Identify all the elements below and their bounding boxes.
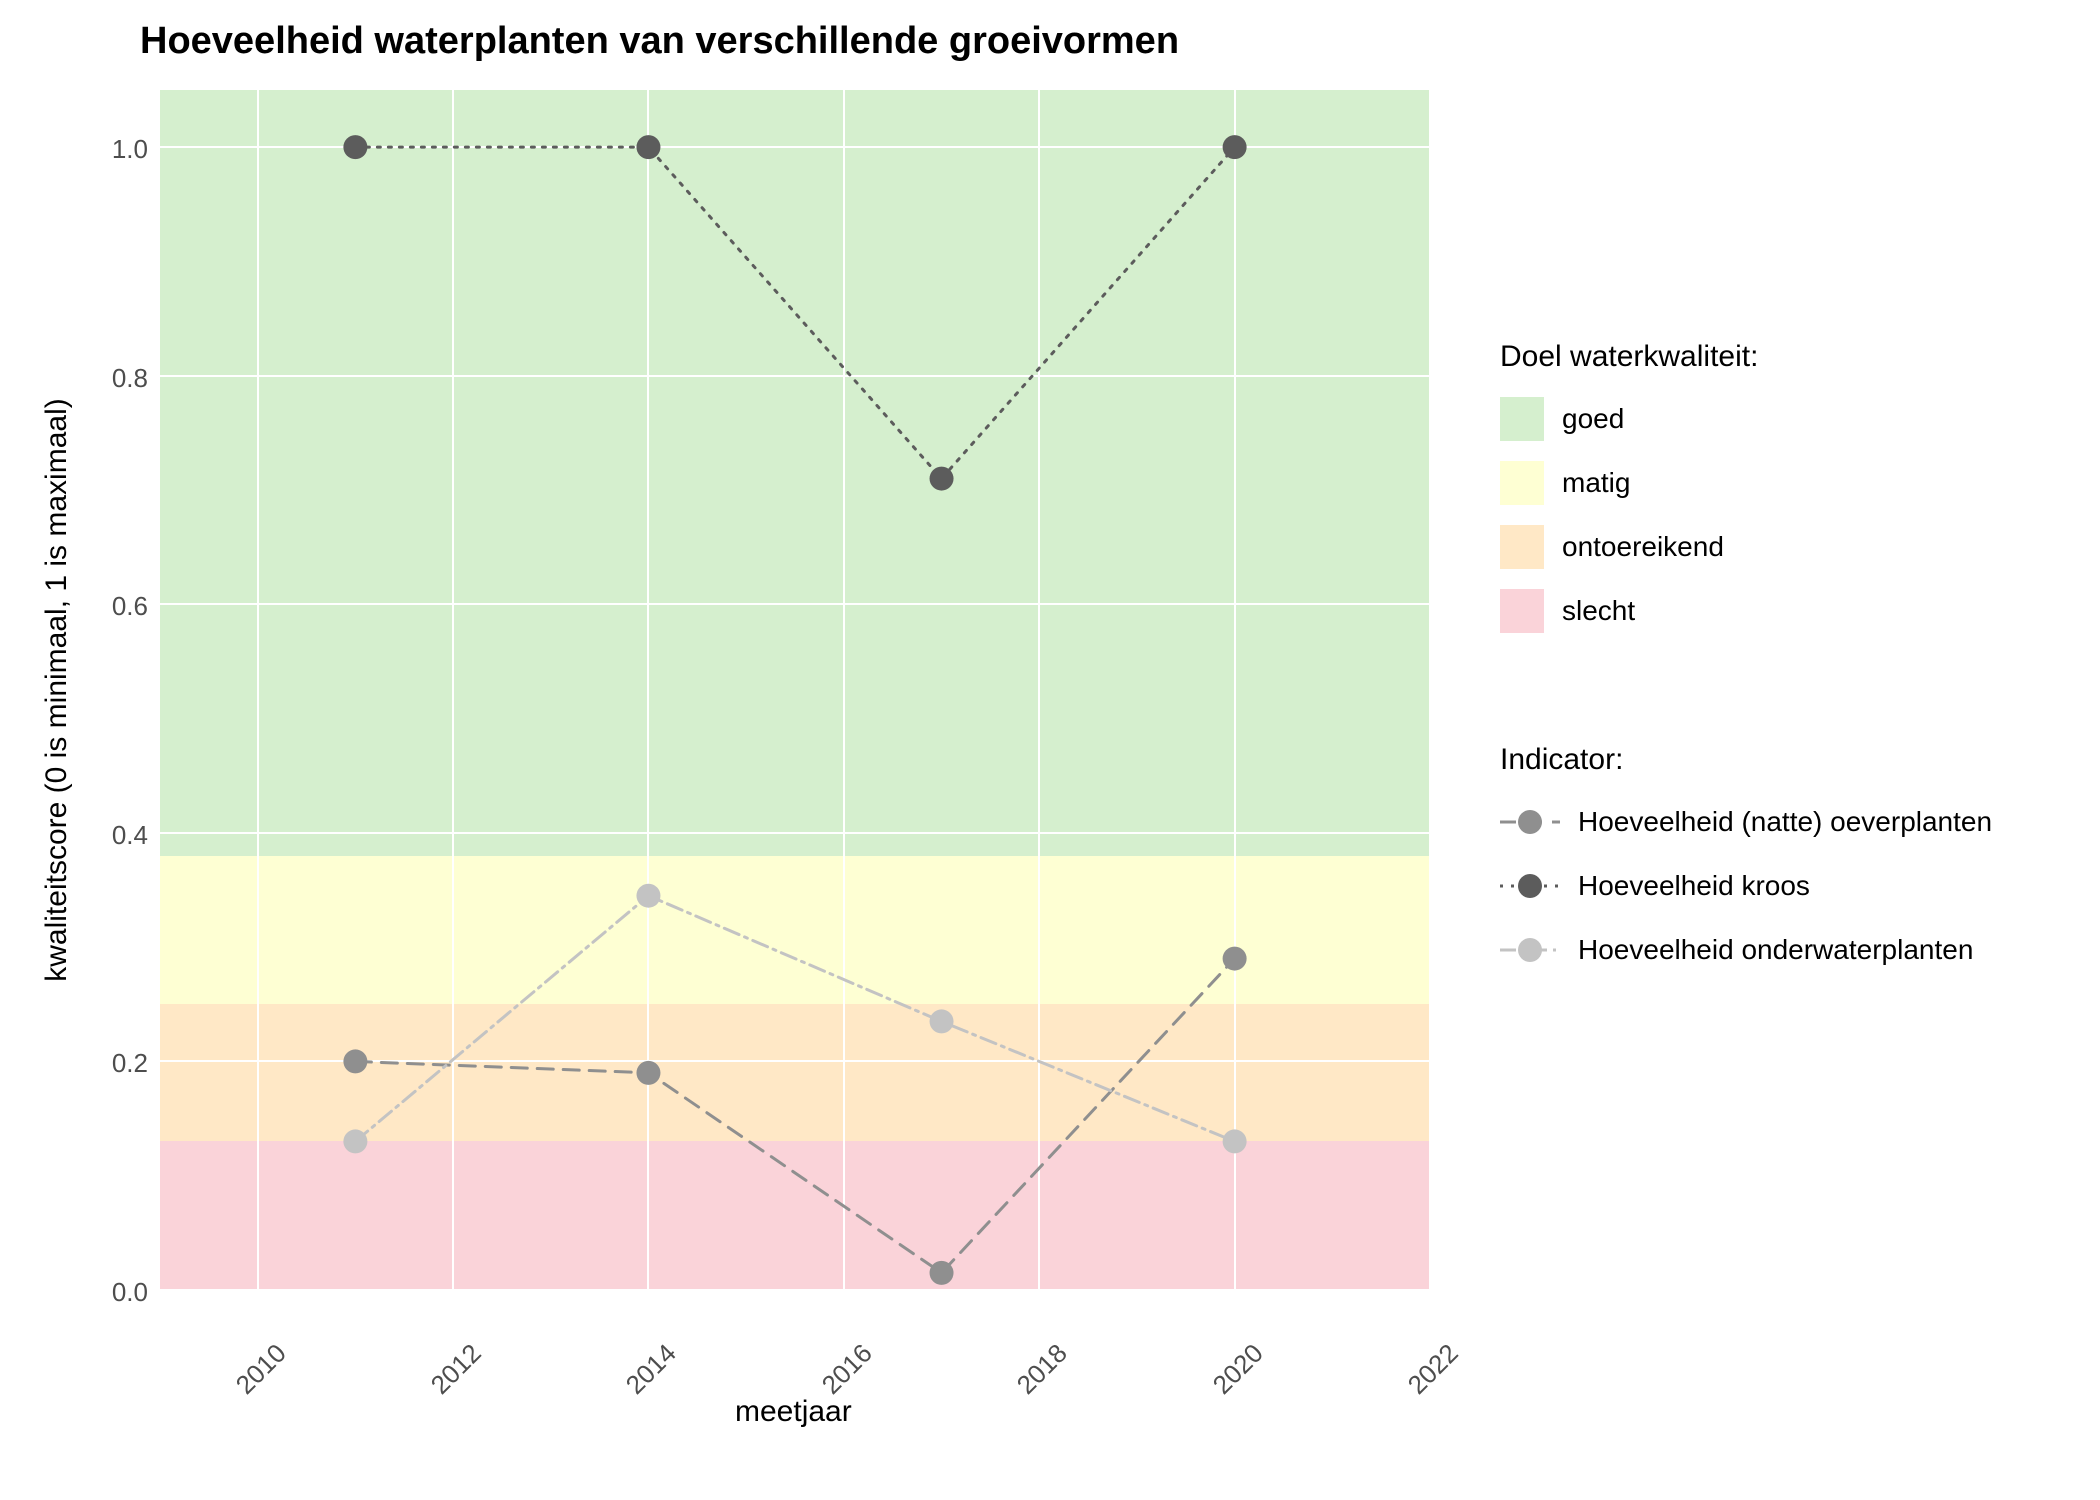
legend-band-label: goed bbox=[1562, 403, 1624, 435]
legend-band-title: Doel waterkwaliteit: bbox=[1500, 340, 1992, 374]
legend-indicator-label: Hoeveelheid onderwaterplanten bbox=[1578, 934, 1973, 966]
y-tick-label: 0.4 bbox=[112, 820, 148, 851]
legend-gap bbox=[1500, 648, 1992, 743]
data-point bbox=[636, 1061, 660, 1085]
x-tick-label: 2022 bbox=[1402, 1338, 1465, 1401]
legend-band-label: slecht bbox=[1562, 595, 1635, 627]
legend-swatch bbox=[1500, 525, 1544, 569]
y-tick-label: 1.0 bbox=[112, 134, 148, 165]
legend-band-item: ontoereikend bbox=[1500, 520, 1992, 574]
legend-band-item: slecht bbox=[1500, 584, 1992, 638]
data-point bbox=[343, 135, 367, 159]
legend-bands: goed matig ontoereikend slecht bbox=[1500, 392, 1992, 638]
legend-band-label: matig bbox=[1562, 467, 1630, 499]
x-axis-title: meetjaar bbox=[735, 1395, 852, 1429]
legend-indicator-label: Hoeveelheid (natte) oeverplanten bbox=[1578, 806, 1992, 838]
legend-indicator-item: Hoeveelheid (natte) oeverplanten bbox=[1500, 795, 1992, 849]
legend-indicator-swatch bbox=[1500, 928, 1560, 972]
legend-indicator-item: Hoeveelheid kroos bbox=[1500, 859, 1992, 913]
legend-indicators: Hoeveelheid (natte) oeverplanten Hoeveelh… bbox=[1500, 795, 1992, 977]
y-tick-label: 0.8 bbox=[112, 363, 148, 394]
legend-indicator-swatch bbox=[1500, 864, 1560, 908]
y-axis-title: kwaliteitscore (0 is minimaal, 1 is maxi… bbox=[40, 398, 74, 981]
data-point bbox=[1223, 135, 1247, 159]
legend-swatch bbox=[1500, 397, 1544, 441]
data-point bbox=[930, 1261, 954, 1285]
plot-area bbox=[160, 90, 1430, 1290]
data-point bbox=[930, 467, 954, 491]
y-tick-label: 0.2 bbox=[112, 1048, 148, 1079]
data-point bbox=[636, 135, 660, 159]
y-tick-label: 0.0 bbox=[112, 1277, 148, 1308]
legend-band-item: matig bbox=[1500, 456, 1992, 510]
x-tick-label: 2012 bbox=[425, 1338, 488, 1401]
data-point bbox=[1223, 947, 1247, 971]
data-point bbox=[1223, 1129, 1247, 1153]
series-line bbox=[355, 147, 1234, 478]
data-point bbox=[930, 1009, 954, 1033]
legend-swatch bbox=[1500, 461, 1544, 505]
x-tick-label: 2018 bbox=[1011, 1338, 1074, 1401]
y-tick-label: 0.6 bbox=[112, 591, 148, 622]
data-point bbox=[636, 884, 660, 908]
legend: Doel waterkwaliteit: goed matig ontoereike… bbox=[1500, 340, 1992, 987]
data-point bbox=[343, 1129, 367, 1153]
series-svg bbox=[160, 90, 1430, 1290]
legend-indicator-label: Hoeveelheid kroos bbox=[1578, 870, 1810, 902]
chart-container: Hoeveelheid waterplanten van verschillen… bbox=[0, 0, 2100, 1500]
legend-indicator-swatch bbox=[1500, 800, 1560, 844]
legend-band-item: goed bbox=[1500, 392, 1992, 446]
x-tick-label: 2020 bbox=[1206, 1338, 1269, 1401]
chart-title: Hoeveelheid waterplanten van verschillen… bbox=[140, 20, 1179, 63]
x-tick-label: 2010 bbox=[229, 1338, 292, 1401]
series-line bbox=[355, 896, 1234, 1142]
series-line bbox=[355, 959, 1234, 1273]
legend-indicator-title: Indicator: bbox=[1500, 743, 1992, 777]
legend-swatch bbox=[1500, 589, 1544, 633]
data-point bbox=[343, 1049, 367, 1073]
legend-indicator-item: Hoeveelheid onderwaterplanten bbox=[1500, 923, 1992, 977]
legend-band-label: ontoereikend bbox=[1562, 531, 1724, 563]
x-tick-label: 2016 bbox=[816, 1338, 879, 1401]
x-tick-label: 2014 bbox=[620, 1338, 683, 1401]
